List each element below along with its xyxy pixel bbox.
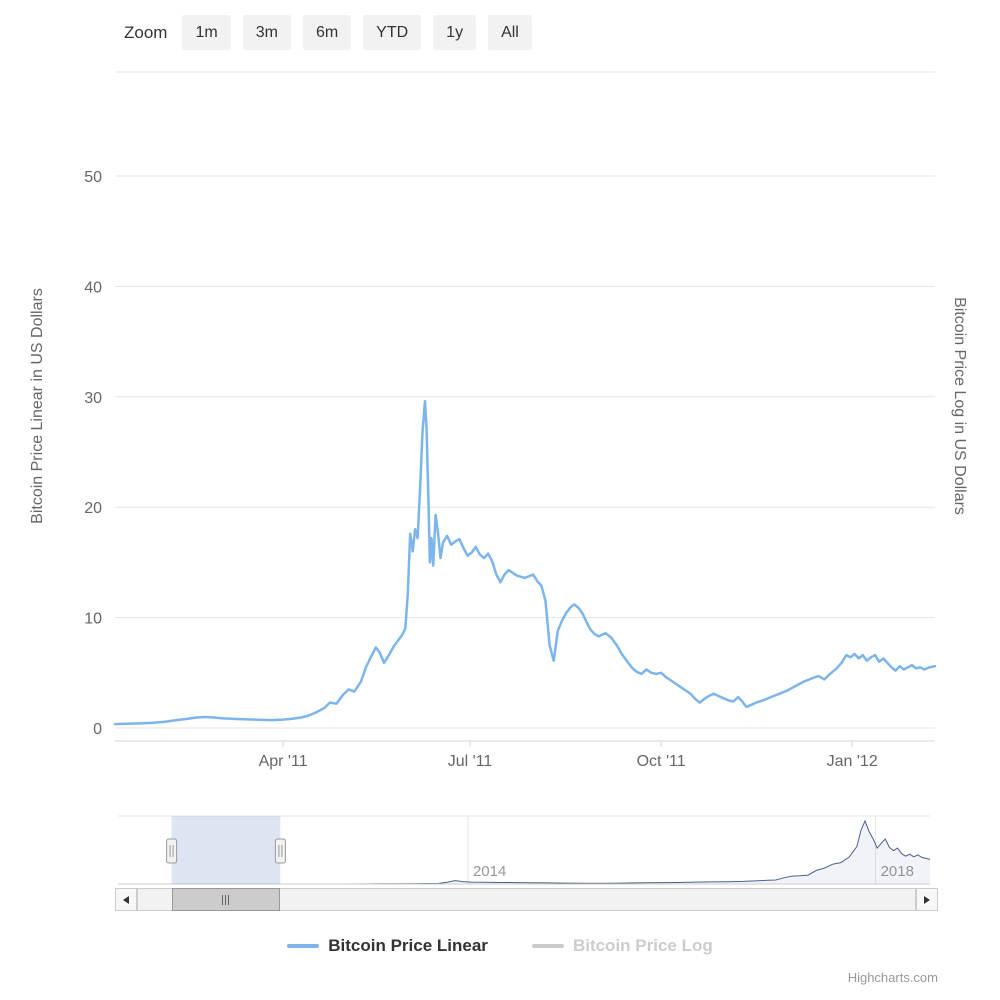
x-axis-label: Apr '11: [259, 753, 308, 770]
legend-line-marker-linear-icon: [287, 944, 320, 948]
right-arrow-icon: [924, 895, 930, 904]
navigator-selected-range[interactable]: [171, 816, 281, 884]
navigator-series-area: [118, 820, 930, 884]
range-button-6m[interactable]: 6m: [302, 15, 352, 51]
y-axis-label: 20: [84, 500, 102, 517]
range-button-all[interactable]: All: [488, 15, 532, 51]
x-axis-label: Oct '11: [637, 753, 686, 770]
legend-label-log: Bitcoin Price Log: [572, 936, 713, 955]
scrollbar-thumb[interactable]: [171, 888, 281, 911]
y-axis-label: 10: [84, 611, 102, 628]
range-button-1y[interactable]: 1y: [433, 15, 477, 51]
x-axis-label: Jul '11: [448, 753, 493, 770]
y-axis-label: 50: [84, 169, 102, 186]
navigator-year-label: 2014: [473, 863, 506, 880]
x-axis-label: Jan '12: [827, 753, 878, 770]
y-axis-title-right: Bitcoin Price Log in US Dollars: [951, 297, 968, 515]
legend-item-bitcoin-price-linear[interactable]: Bitcoin Price Linear: [287, 936, 488, 956]
credits-link[interactable]: Highcharts.com: [847, 970, 938, 985]
y-axis-label: 30: [84, 390, 102, 407]
navigator-year-label: 2018: [881, 863, 914, 880]
left-arrow-icon: [123, 895, 129, 904]
scrollbar-track[interactable]: [137, 888, 916, 911]
y-axis-label: 40: [84, 279, 102, 296]
scrollbar-left-button[interactable]: [115, 888, 137, 911]
navigator-handle-right[interactable]: [274, 838, 286, 864]
legend-label-linear: Bitcoin Price Linear: [328, 936, 488, 955]
legend-item-bitcoin-price-log[interactable]: Bitcoin Price Log: [531, 936, 713, 956]
navigator-scrollbar: [115, 888, 938, 911]
range-button-3m[interactable]: 3m: [242, 15, 291, 51]
scrollbar-grip-icon: [222, 894, 230, 905]
y-axis-title-left: Bitcoin Price Linear in US Dollars: [29, 288, 46, 524]
scrollbar-right-button[interactable]: [916, 888, 938, 911]
range-selector-toolbar: Zoom 1m 3m 6m YTD 1y All: [124, 15, 532, 51]
legend-line-marker-log-icon: [531, 944, 564, 948]
navigator-handle-left[interactable]: [166, 838, 178, 864]
y-axis-label: 0: [93, 721, 102, 738]
series-bitcoin-price-linear[interactable]: [113, 399, 937, 726]
range-button-1m[interactable]: 1m: [182, 15, 231, 51]
legend: Bitcoin Price Linear Bitcoin Price Log: [0, 936, 1000, 956]
zoom-label: Zoom: [124, 22, 168, 42]
range-button-ytd[interactable]: YTD: [363, 15, 422, 51]
